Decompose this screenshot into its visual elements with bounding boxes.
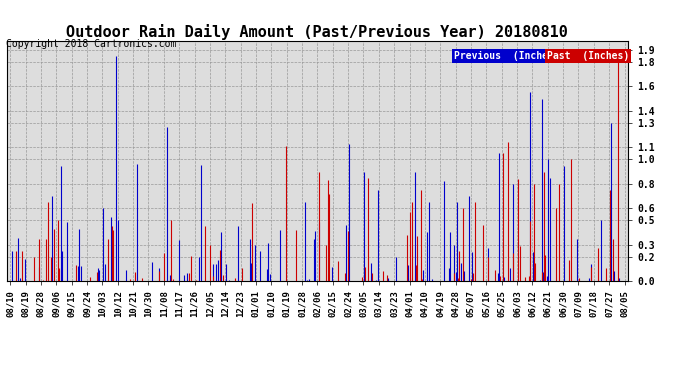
Title: Outdoor Rain Daily Amount (Past/Previous Year) 20180810: Outdoor Rain Daily Amount (Past/Previous…	[66, 24, 569, 40]
Text: Past  (Inches): Past (Inches)	[547, 51, 629, 61]
Text: Copyright 2018 Cartronics.com: Copyright 2018 Cartronics.com	[6, 39, 176, 50]
Text: Previous  (Inches): Previous (Inches)	[454, 51, 560, 61]
